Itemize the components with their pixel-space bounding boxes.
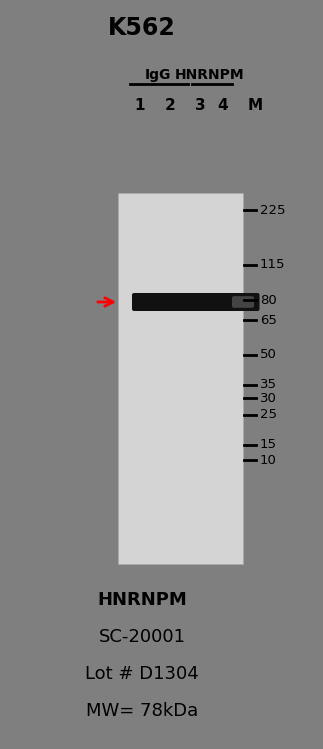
Text: HNRNPM: HNRNPM	[175, 68, 245, 82]
Text: 80: 80	[260, 294, 277, 306]
Text: 115: 115	[260, 258, 286, 271]
Text: 3: 3	[195, 97, 205, 112]
Text: 50: 50	[260, 348, 277, 362]
Text: 2: 2	[165, 97, 175, 112]
FancyBboxPatch shape	[178, 294, 236, 310]
Text: 10: 10	[260, 453, 277, 467]
Text: 4: 4	[218, 97, 228, 112]
Bar	[118, 193, 243, 564]
Text: 1: 1	[135, 97, 145, 112]
Text: MW= 78kDa: MW= 78kDa	[86, 702, 198, 720]
Text: 225: 225	[260, 204, 286, 216]
Text: 30: 30	[260, 392, 277, 404]
Text: M: M	[247, 97, 263, 112]
FancyBboxPatch shape	[132, 293, 204, 311]
Text: SC-20001: SC-20001	[99, 628, 186, 646]
Text: Lot # D1304: Lot # D1304	[85, 665, 199, 683]
FancyBboxPatch shape	[232, 296, 254, 308]
Text: 15: 15	[260, 438, 277, 452]
Text: K562: K562	[108, 16, 176, 40]
Text: 65: 65	[260, 314, 277, 327]
Text: HNRNPM: HNRNPM	[97, 591, 187, 609]
Text: 25: 25	[260, 408, 277, 422]
Text: 35: 35	[260, 378, 277, 392]
Text: IgG: IgG	[145, 68, 171, 82]
FancyBboxPatch shape	[191, 293, 259, 311]
